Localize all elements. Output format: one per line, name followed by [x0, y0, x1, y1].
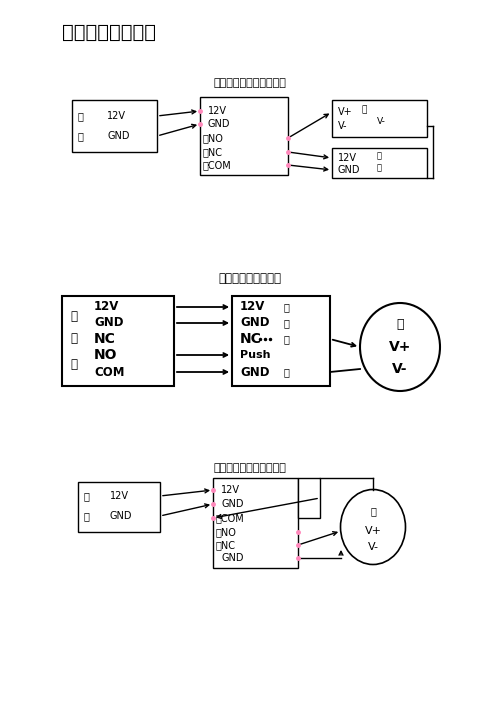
Text: V-: V- — [377, 117, 386, 127]
Text: GND: GND — [240, 317, 270, 329]
Text: 门COM: 门COM — [216, 513, 245, 523]
Text: 12V: 12V — [221, 485, 240, 495]
Text: 机NC: 机NC — [216, 540, 236, 550]
Text: V-: V- — [368, 542, 378, 552]
Text: 门NO: 门NO — [203, 133, 224, 143]
Text: Push: Push — [240, 350, 270, 360]
Bar — [62, 296, 174, 386]
Text: NO: NO — [94, 348, 118, 362]
Text: 源: 源 — [83, 511, 89, 521]
Text: COM: COM — [94, 366, 124, 378]
Text: GND: GND — [338, 165, 360, 175]
Text: 源: 源 — [377, 163, 382, 173]
Text: 12V: 12V — [107, 111, 126, 121]
Bar — [298, 478, 320, 518]
Text: NC: NC — [94, 332, 116, 346]
Text: V+: V+ — [338, 107, 352, 117]
Text: 锁: 锁 — [362, 105, 368, 115]
Text: 电: 电 — [284, 334, 290, 344]
Text: 12V: 12V — [208, 106, 227, 116]
Text: 机: 机 — [70, 358, 77, 370]
Text: 门禁一体机接线图: 门禁一体机接线图 — [62, 23, 156, 42]
Text: GND: GND — [221, 553, 244, 563]
Text: 电: 电 — [77, 111, 83, 121]
Text: GND: GND — [94, 317, 124, 329]
Bar — [232, 296, 330, 386]
Text: 专用门禁电源接线图: 专用门禁电源接线图 — [218, 271, 282, 284]
Text: 电: 电 — [377, 151, 382, 160]
Text: GND: GND — [240, 366, 270, 378]
Text: 12V: 12V — [338, 153, 357, 163]
Bar — [72, 100, 157, 152]
Bar — [78, 482, 160, 532]
Text: NC: NC — [240, 332, 262, 346]
Text: 门禁、锁单独供电接线图: 门禁、锁单独供电接线图 — [214, 78, 286, 88]
Text: V-: V- — [338, 121, 347, 131]
Text: 源: 源 — [284, 367, 290, 377]
Text: 锁: 锁 — [396, 318, 404, 332]
Text: V-: V- — [392, 362, 408, 376]
Text: V+: V+ — [364, 526, 382, 536]
Text: 禁NO: 禁NO — [216, 527, 237, 537]
Text: 12V: 12V — [240, 300, 266, 313]
Text: 12V: 12V — [94, 300, 120, 313]
Text: GND: GND — [208, 119, 231, 129]
Text: 源: 源 — [77, 131, 83, 141]
Text: 12V: 12V — [110, 491, 129, 501]
Text: 禁: 禁 — [284, 318, 290, 328]
Text: 门禁、锁共用电源接线图: 门禁、锁共用电源接线图 — [214, 463, 286, 473]
Text: 门: 门 — [284, 302, 290, 312]
Text: 禁NC: 禁NC — [203, 147, 223, 157]
Text: 电: 电 — [83, 491, 89, 501]
Text: 机COM: 机COM — [203, 160, 232, 170]
Text: V+: V+ — [389, 340, 411, 354]
Text: GND: GND — [110, 511, 132, 521]
Bar — [200, 97, 288, 175]
Text: GND: GND — [221, 499, 244, 509]
Text: 门: 门 — [70, 310, 77, 322]
Bar — [213, 478, 298, 568]
Text: 禁: 禁 — [70, 332, 77, 346]
Text: GND: GND — [107, 131, 130, 141]
Bar — [332, 100, 427, 137]
Bar — [332, 148, 427, 178]
Text: 锁: 锁 — [370, 506, 376, 516]
